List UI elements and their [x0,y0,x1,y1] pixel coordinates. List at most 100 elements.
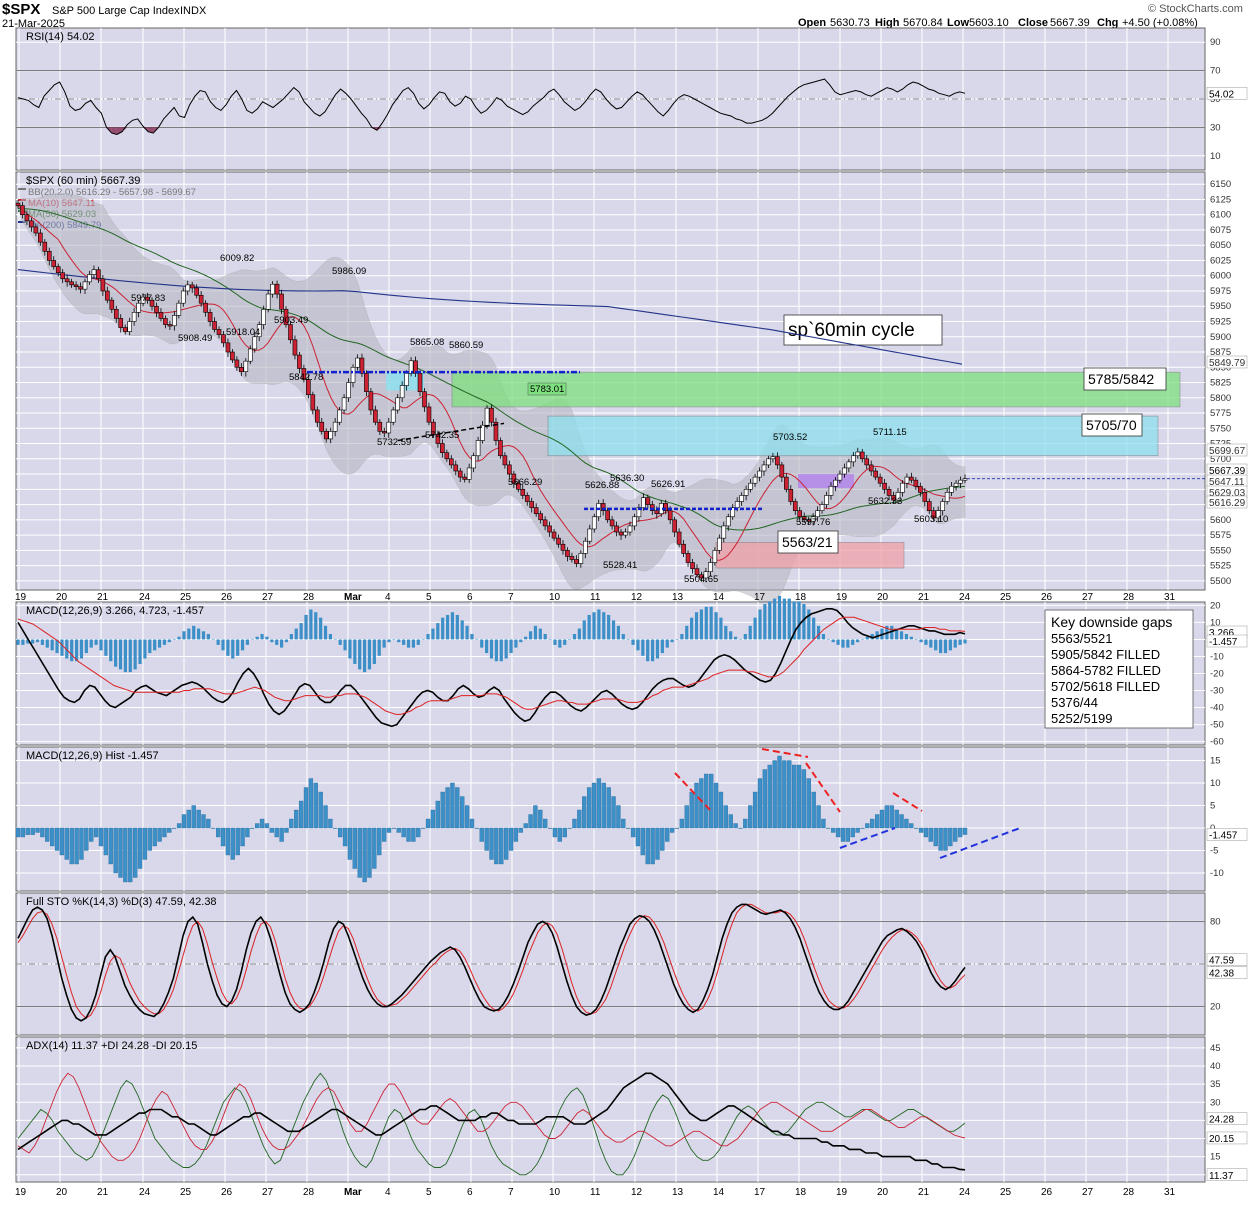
macd-hist-bar-small [153,639,157,651]
macd-hist-bar-small [919,639,923,643]
x-axis-label-bottom: 19 [836,1187,848,1198]
candle-body [524,495,530,502]
panels: 1030507090RSI(14) 54.0254.02550055255550… [15,27,1248,1198]
macd-hist-bar [782,760,787,829]
macd-hist-bar-small [875,631,879,640]
x-axis-label: 10 [549,592,561,603]
x-axis-label: 4 [385,592,391,603]
right-tag-bg [1206,495,1248,509]
macd-hist-bar-small [148,639,152,654]
x-axis-label-bottom: 28 [1123,1187,1135,1198]
macd-hist-bar-small [938,639,943,654]
macd-hist-bar [914,827,919,829]
macd-hist-bar-small [16,639,20,645]
candle-body [256,324,262,338]
x-axis-label: 20 [877,592,889,603]
macd-hist-bar-small [133,639,137,670]
x-axis-label-bottom: 6 [467,1187,473,1198]
macd-hist-bar [152,827,157,847]
candle-body [252,336,258,350]
candle-body [641,497,646,508]
macd-hist-bar [181,814,187,829]
macd-hist-bar [640,827,645,856]
peak-label: 5977.83 [131,293,165,304]
macd-hist-bar-small [768,601,772,640]
y-tick-label: -60 [1210,737,1224,748]
macd-hist-bar [30,827,35,835]
x-axis-label: 28 [303,592,315,603]
candle-body [600,503,606,511]
y-tick-label: 6100 [1210,210,1231,221]
y-tick-label: -10 [1210,651,1224,662]
y-tick-label: -5 [1210,846,1218,857]
candle-body [623,531,628,536]
macd-hist-bar [450,782,455,829]
macd-hist-bar [904,818,909,829]
candle-body [265,293,271,310]
candle-body [350,366,356,383]
macd-hist-bar [582,796,587,829]
macd-hist-bar [35,827,40,833]
rsi-oversold-fill [116,127,123,135]
x-axis-label: 27 [262,592,274,603]
macd-hist-bar-small [445,614,450,640]
macd-hist-bar-small [763,604,767,640]
x-axis-label: 11 [590,592,601,603]
macd-hist-bar [704,773,709,829]
macd-hist-bar [860,827,865,829]
watermark: © StockCharts.com [1148,3,1243,15]
macd-hist-bar [723,805,728,829]
macd-hist-bar-small [343,639,347,651]
macd-hist-bar [113,827,118,874]
macd-hist-bar-small [631,639,635,645]
macd-hist-bar [655,827,660,860]
y-tick-label: 35 [1210,1079,1221,1090]
candle-body [189,284,195,289]
y-tick-label: 5550 [1210,545,1231,556]
macd-hist-bar-small [943,639,948,654]
macd-hist-bar-small [294,628,298,640]
candle-body [29,220,34,228]
x-axis-label: 19 [15,592,27,603]
price-title: $SPX (60 min) 5667.39 [26,175,140,187]
macd-hist-bar [787,760,792,829]
macd-hist-bar [796,764,802,829]
macd-hist-bar-small [240,639,245,651]
macd-hist-bar [108,827,113,865]
right-tag-bg [1206,953,1248,966]
macd-hist-bar-small [514,639,518,648]
gaps-box [1044,609,1194,729]
candle-body [725,516,731,527]
divergence-line [761,748,809,758]
candle-body [891,495,896,501]
y-tick-label: 20 [1210,1002,1221,1013]
macd-hist-bar [821,818,826,829]
macd-hist-bar [342,827,348,847]
macd-hist-bar-small [353,639,357,664]
macd-hist-bar-small [948,639,952,651]
y-tick-label: 6025 [1210,255,1231,266]
candle-body [46,251,52,261]
candle-body [551,531,557,539]
candle-body [118,318,124,328]
right-tag-label: 5629.03 [1209,488,1246,499]
candle-body [73,284,79,288]
candle-body [752,476,758,484]
x-axis-label: 28 [1123,592,1135,603]
candle-body [24,214,30,222]
macd-hist-bar-small [675,639,679,640]
x-axis-label: 27 [1082,592,1094,603]
macd-hist-bar-small [138,639,142,664]
y-tick-label: 5 [1210,801,1215,812]
adx-panel: 1015202530354045ADX(14) 11.37 +DI 24.28 … [15,1036,1248,1183]
candle-body [270,283,275,295]
candle-body [560,543,566,551]
macd-hist-bar [791,764,797,829]
macd-hist-bar-small [782,598,786,640]
macd-hist-bar-small [50,639,54,651]
macd-hist-bar-small [377,639,381,656]
macd-hist-bar-small [162,639,167,645]
macd-hist-bar [50,827,55,847]
y-tick-label: 80 [1210,916,1221,927]
